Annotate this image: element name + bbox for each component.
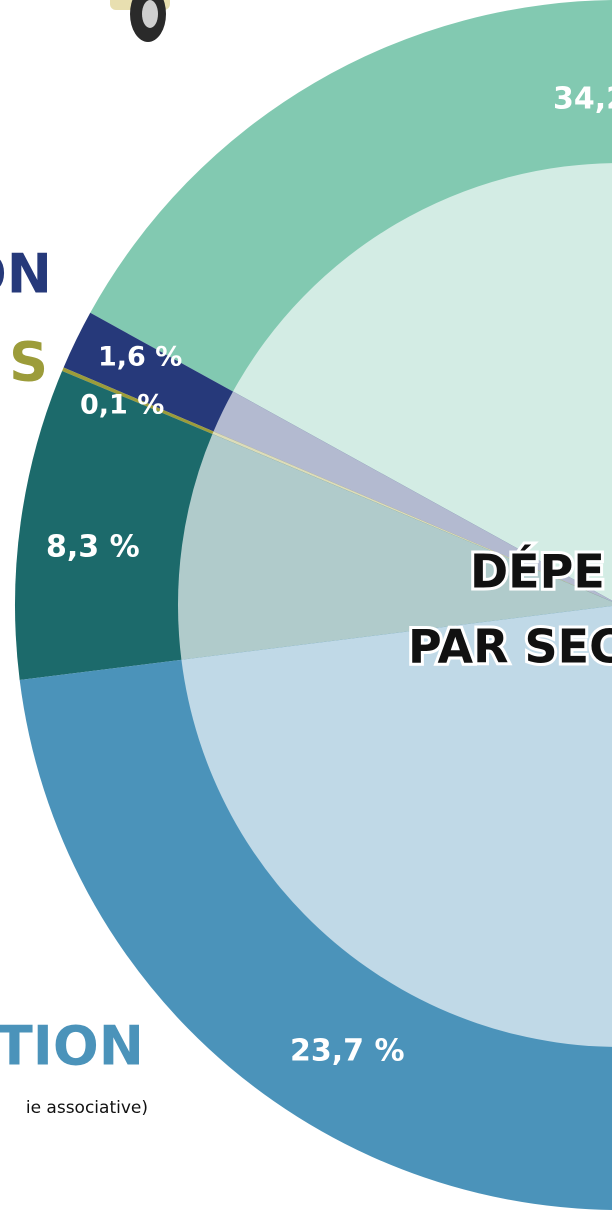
- center-title: PAR SEC: [408, 620, 612, 674]
- value-label: 23,7 %: [290, 1034, 405, 1069]
- value-label: 0,1 %: [80, 390, 164, 421]
- category-note: ie associative): [26, 1098, 148, 1118]
- car-wheel: [110, 0, 170, 42]
- value-label: 8,3 %: [46, 530, 140, 565]
- category-label: ON: [0, 243, 52, 306]
- value-label: 1,6 %: [98, 342, 182, 373]
- value-label: 34,2: [553, 82, 612, 117]
- category-label: TION: [0, 1015, 144, 1078]
- chart: DÉPE PAR SEC 34,2 1,6 % 0,1 % 8,3 % 23,7…: [0, 0, 612, 1214]
- category-label: S: [9, 331, 48, 394]
- center-title: DÉPE: [470, 545, 605, 599]
